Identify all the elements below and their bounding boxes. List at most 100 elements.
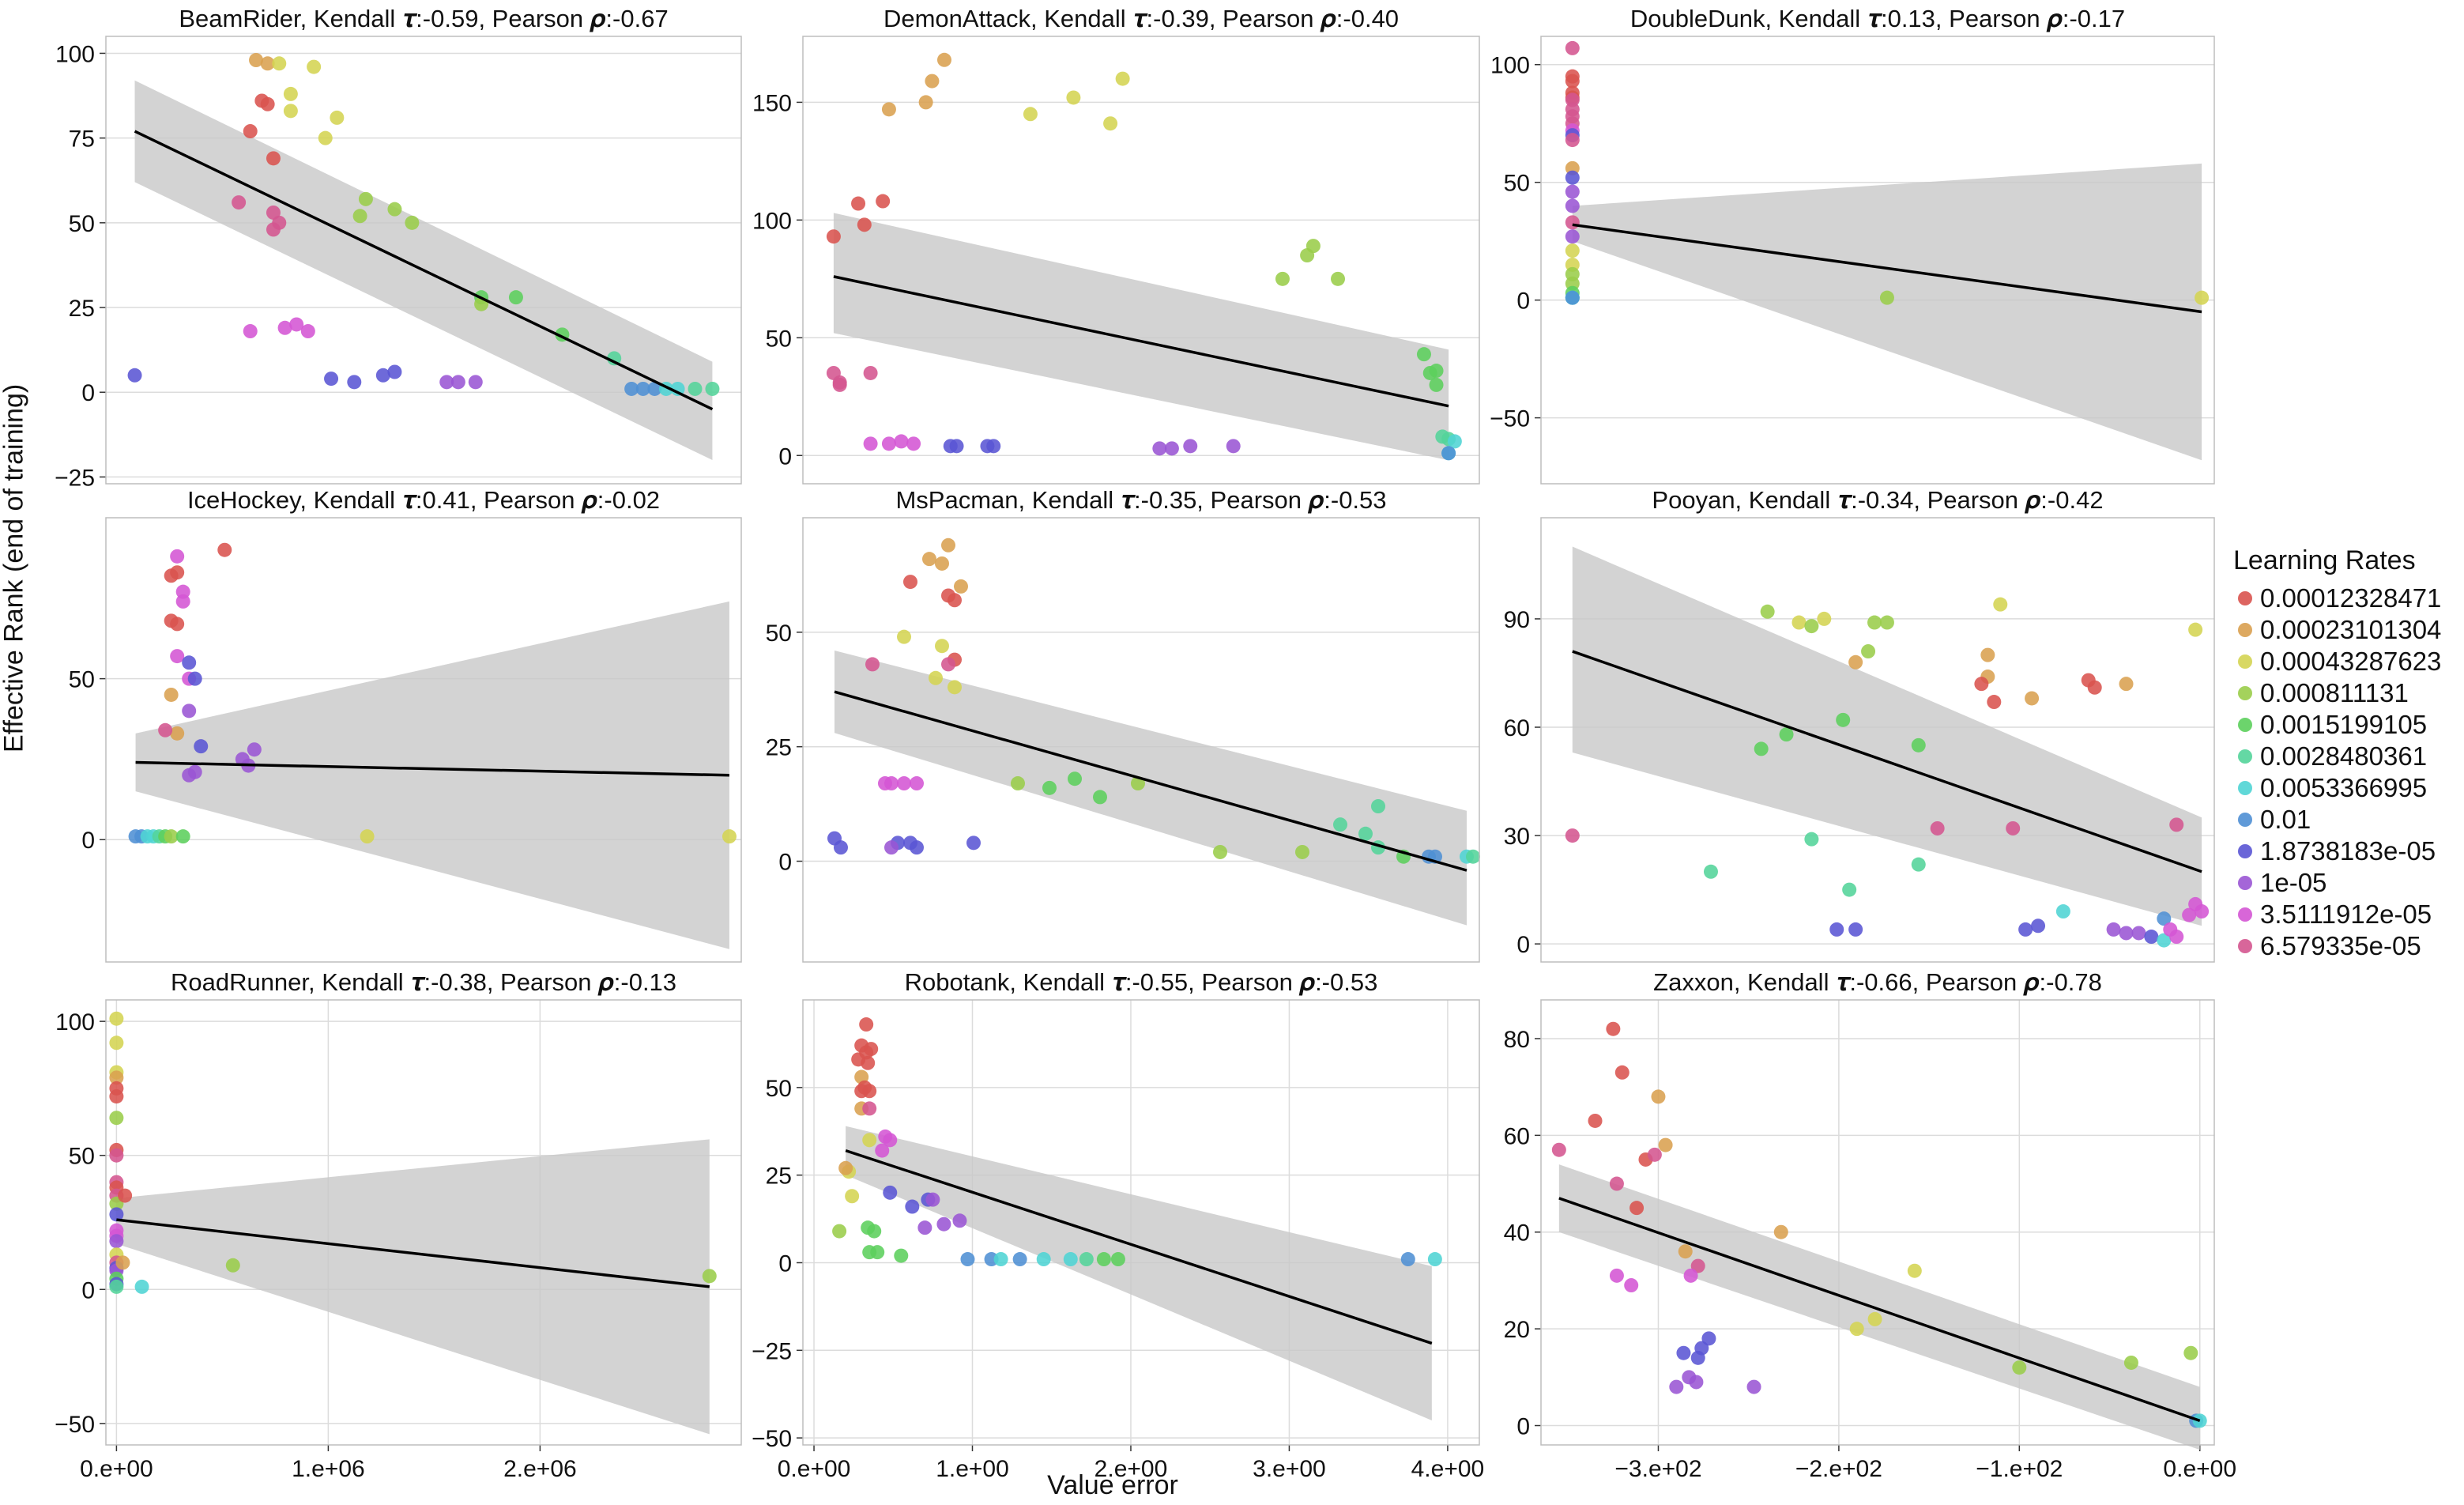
plot-frame bbox=[1540, 36, 2215, 485]
scatter-point bbox=[862, 1084, 877, 1099]
scatter-point bbox=[884, 840, 899, 855]
scatter-point bbox=[1295, 844, 1309, 859]
scatter-point bbox=[1565, 290, 1580, 305]
y-axis-label: Effective Rank (end of training) bbox=[0, 383, 29, 752]
scatter-point bbox=[1551, 1142, 1566, 1157]
x-tick-label: 0.e+00 bbox=[80, 1456, 153, 1482]
legend-item: 3.5111912e-05 bbox=[2233, 899, 2441, 930]
scatter-point bbox=[194, 739, 209, 754]
scatter-point bbox=[1658, 1137, 1673, 1152]
scatter-point bbox=[1213, 844, 1227, 859]
scatter-point bbox=[1096, 1252, 1111, 1267]
confidence-band bbox=[835, 651, 1467, 926]
scatter-point bbox=[283, 104, 298, 119]
y-tick-label: 50 bbox=[766, 326, 792, 352]
scatter-point bbox=[1333, 817, 1347, 832]
legend-marker bbox=[2238, 844, 2252, 858]
chart-title: Robotank, Kendall 𝝉:-0.55, Pearson 𝝆:-0.… bbox=[905, 968, 1378, 996]
y-tick-label: 50 bbox=[69, 211, 95, 237]
scatter-point bbox=[387, 364, 402, 379]
x-tick-label: 2.e+06 bbox=[503, 1456, 577, 1482]
scatter-point bbox=[1701, 1331, 1716, 1346]
scatter-point bbox=[1152, 441, 1167, 456]
scatter-point bbox=[1694, 1341, 1709, 1356]
scatter-point bbox=[109, 1089, 124, 1104]
scatter-point bbox=[182, 655, 197, 670]
scatter-point bbox=[1624, 1278, 1639, 1293]
scatter-point bbox=[324, 372, 339, 387]
scatter-point bbox=[1867, 615, 1882, 630]
y-tick-label: 40 bbox=[1504, 1220, 1530, 1247]
scatter-point bbox=[508, 290, 523, 305]
legend-label: 0.0053366995 bbox=[2260, 773, 2428, 802]
scatter-point bbox=[260, 96, 275, 111]
scatter-point bbox=[266, 222, 281, 237]
scatter-point bbox=[109, 1111, 124, 1126]
scatter-point bbox=[941, 538, 955, 553]
chart-panel: 100 75 50 25 0 −25 BeamRider, Kendall 𝝉:-0.59,… bbox=[55, 5, 742, 491]
scatter-point bbox=[925, 1192, 940, 1207]
scatter-point bbox=[1103, 116, 1118, 131]
scatter-point bbox=[670, 381, 685, 396]
scatter-point bbox=[175, 829, 190, 844]
legend-label: 1e-05 bbox=[2260, 868, 2327, 897]
scatter-point bbox=[164, 687, 179, 702]
scatter-point bbox=[960, 1252, 975, 1267]
chart-panel: 100 50 0 −50 DoubleDunk, Kendall 𝝉:0.13, Pea… bbox=[1490, 5, 2215, 485]
scatter-point bbox=[1305, 239, 1321, 254]
y-tick-label: 0 bbox=[778, 443, 792, 470]
scatter-point bbox=[635, 381, 650, 396]
legend-marker bbox=[2238, 623, 2252, 637]
scatter-point bbox=[1609, 1176, 1624, 1191]
chart-panel: 150 100 50 0 DemonAttack, Kendall 𝝉:-0.39, P… bbox=[752, 5, 1480, 485]
scatter-point bbox=[1804, 832, 1819, 847]
scatter-point bbox=[929, 670, 943, 685]
plot-frame bbox=[105, 517, 742, 963]
scatter-point bbox=[875, 1143, 890, 1158]
y-tick-label: 100 bbox=[55, 1009, 95, 1035]
legend-label: 0.00023101304 bbox=[2260, 615, 2442, 644]
scatter-point bbox=[1879, 290, 1894, 305]
x-tick-label: −2.e+02 bbox=[1795, 1456, 1882, 1482]
legend-marker bbox=[2238, 813, 2252, 827]
scatter-point bbox=[358, 191, 373, 206]
scatter-point bbox=[330, 110, 345, 125]
scatter-point bbox=[851, 196, 866, 211]
scatter-point bbox=[164, 829, 179, 844]
scatter-point bbox=[1606, 1021, 1621, 1036]
confidence-band bbox=[116, 1139, 710, 1435]
scatter-point bbox=[705, 381, 720, 396]
x-tick-label: 2.e+00 bbox=[1094, 1456, 1168, 1482]
legend-item: 1e-05 bbox=[2233, 867, 2441, 899]
scatter-point bbox=[1115, 71, 1130, 86]
scatter-point bbox=[1773, 1224, 1788, 1239]
scatter-point bbox=[2123, 1355, 2138, 1370]
scatter-point bbox=[1930, 820, 1945, 835]
scatter-point bbox=[247, 742, 262, 757]
y-tick-label: 25 bbox=[766, 1164, 792, 1190]
y-tick-label: 0 bbox=[81, 828, 95, 854]
x-tick-label: 1.e+00 bbox=[936, 1456, 1009, 1482]
scatter-point bbox=[1023, 107, 1038, 122]
scatter-point bbox=[187, 671, 202, 686]
scatter-point bbox=[1275, 271, 1290, 286]
scatter-point bbox=[1466, 849, 1480, 864]
legend-title: Learning Rates bbox=[2233, 545, 2416, 575]
scatter-point bbox=[170, 726, 185, 741]
regression-line bbox=[134, 130, 714, 411]
confidence-band bbox=[1572, 163, 2202, 461]
y-tick-label: 50 bbox=[766, 620, 792, 647]
scatter-point bbox=[1565, 215, 1580, 230]
legend-item: 0.0028480361 bbox=[2233, 741, 2441, 772]
chart-title: DemonAttack, Kendall 𝝉:-0.39, Pearson 𝝆:… bbox=[883, 5, 1399, 32]
confidence-band bbox=[1572, 546, 2202, 926]
y-tick-label: −50 bbox=[55, 1412, 95, 1438]
scatter-point bbox=[2087, 680, 2102, 695]
scatter-point bbox=[2157, 911, 2172, 926]
scatter-point bbox=[109, 1035, 124, 1050]
y-tick-label: 50 bbox=[1504, 171, 1530, 197]
scatter-point bbox=[2163, 922, 2178, 937]
regression-line bbox=[833, 275, 1449, 408]
scatter-point bbox=[862, 1133, 877, 1148]
